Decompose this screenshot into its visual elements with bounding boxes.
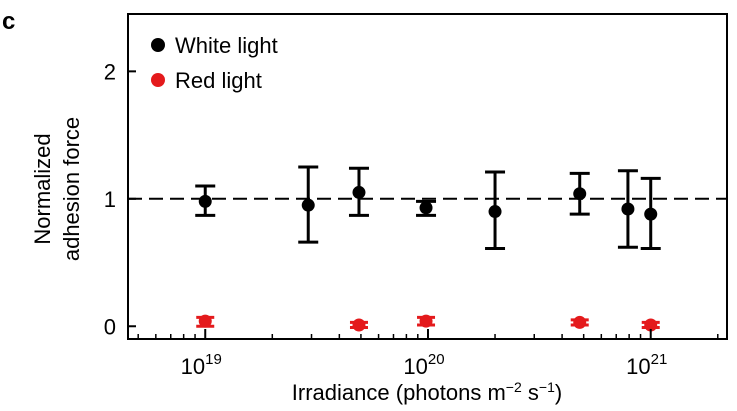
y-axis-label-line2: adhesion force [59, 117, 84, 261]
data-point-white-light [198, 194, 212, 208]
x-axis-label-exp1: −2 [506, 379, 522, 395]
data-point-red-light [352, 318, 366, 332]
data-point-white-light [621, 202, 635, 216]
legend-label-white-light: White light [175, 33, 278, 58]
x-tick-label: 1021 [626, 351, 667, 379]
x-tick-label-exponent: 19 [205, 351, 222, 368]
data-point-white-light [352, 185, 366, 199]
x-axis-label-end: ) [555, 380, 562, 405]
x-axis-label-mid: s [522, 380, 539, 405]
x-tick-label-exponent: 21 [651, 351, 668, 368]
x-tick-label: 1020 [403, 351, 444, 379]
x-axis-label-exp2: −1 [539, 379, 555, 395]
plot-frame [127, 13, 728, 340]
data-point-white-light [573, 187, 587, 201]
x-axis-label: Irradiance (photons m−2 s−1) [292, 379, 562, 405]
x-tick-label-base: 10 [181, 354, 205, 379]
data-point-white-light [419, 201, 433, 215]
x-axis-label-main: Irradiance (photons m [292, 380, 506, 405]
data-point-red-light [419, 314, 433, 328]
legend: White light Red light [151, 33, 278, 93]
y-tick-label: 0 [104, 314, 116, 339]
data-layer [195, 165, 661, 332]
legend-marker-white-light [151, 38, 165, 52]
y-axis-label-line1: Normalized [30, 133, 55, 244]
panel-label: c [2, 8, 15, 35]
data-point-red-light [573, 315, 587, 329]
x-tick-label-base: 10 [626, 354, 650, 379]
y-tick-label: 2 [104, 59, 116, 84]
data-point-white-light [301, 198, 315, 212]
data-point-red-light [198, 314, 212, 328]
x-tick-label: 1019 [181, 351, 222, 379]
x-tick-label-base: 10 [403, 354, 427, 379]
legend-label-red-light: Red light [175, 68, 262, 93]
data-point-white-light [488, 205, 502, 219]
data-point-white-light [644, 207, 658, 221]
legend-marker-red-light [151, 73, 165, 87]
y-tick-label: 1 [104, 187, 116, 212]
y-axis-title: Normalized adhesion force [30, 117, 84, 261]
data-point-red-light [644, 318, 658, 332]
x-tick-label-exponent: 20 [428, 351, 445, 368]
